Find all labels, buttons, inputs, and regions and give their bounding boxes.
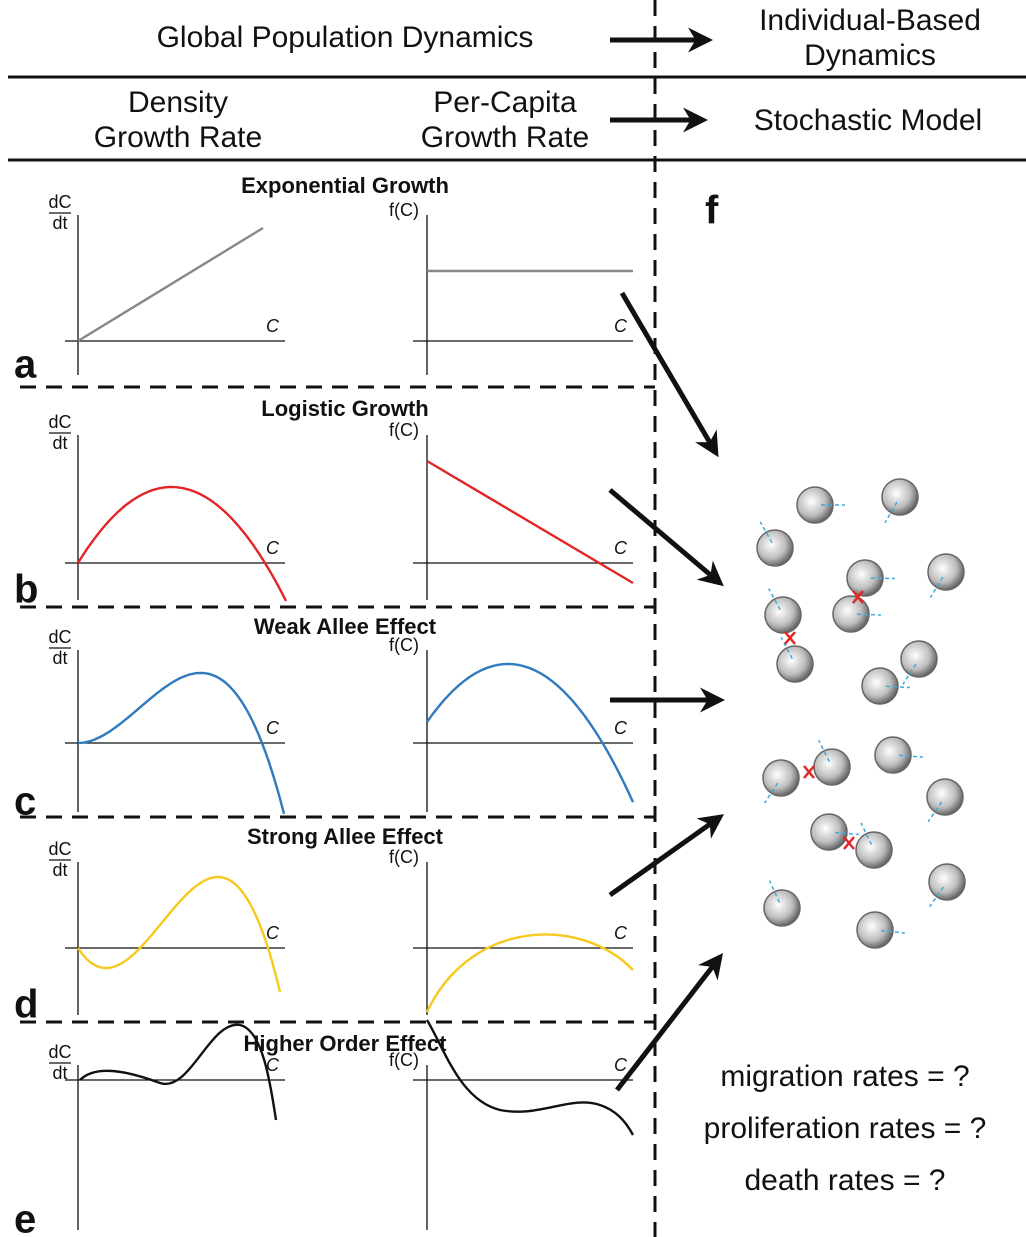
cell xyxy=(796,486,834,524)
death-mark xyxy=(803,765,815,779)
subheader: Density xyxy=(128,86,228,119)
subheader: Growth Rate xyxy=(421,121,589,154)
subheader: Per-Capita xyxy=(433,86,577,119)
y-axis-label: dC xyxy=(48,412,71,432)
header-left: Global Population Dynamics xyxy=(157,21,534,54)
panel-letter: b xyxy=(14,568,38,612)
motion-arrow xyxy=(927,801,943,823)
cell xyxy=(928,863,966,901)
death-mark xyxy=(852,590,864,604)
cell xyxy=(846,559,884,597)
panel-title: Weak Allee Effect xyxy=(254,614,437,639)
y-axis-label: dC xyxy=(48,1042,71,1062)
density-curve xyxy=(77,671,286,815)
cell xyxy=(832,595,870,633)
y-axis-label: f(C) xyxy=(389,200,419,220)
density-curve xyxy=(79,1023,278,1121)
death-mark xyxy=(784,631,796,645)
motion-arrow xyxy=(902,663,917,685)
cell xyxy=(900,640,938,678)
y-axis-label: dC xyxy=(48,627,71,647)
cell xyxy=(855,831,893,869)
arrow xyxy=(619,291,719,458)
panel-title: Higher Order Effect xyxy=(244,1031,448,1056)
cell xyxy=(856,911,894,949)
motion-arrow xyxy=(759,521,773,544)
motion-arrow xyxy=(780,637,793,660)
cell xyxy=(762,759,800,797)
x-axis-label: C xyxy=(614,718,628,738)
panel-title: Exponential Growth xyxy=(241,173,449,198)
motion-arrow xyxy=(884,501,898,524)
cell xyxy=(763,889,801,927)
cell xyxy=(861,667,899,705)
cell xyxy=(813,748,851,786)
y-axis-label: dt xyxy=(52,648,67,668)
x-axis-label: C xyxy=(266,316,280,336)
motion-arrow xyxy=(929,886,945,907)
arrow xyxy=(608,488,724,587)
cell xyxy=(776,645,814,683)
motion-arrow xyxy=(856,613,882,616)
question: proliferation rates = ? xyxy=(704,1112,987,1145)
density-curve xyxy=(77,875,282,993)
y-axis-label: dt xyxy=(52,860,67,880)
panel-letter: e xyxy=(14,1198,36,1237)
x-axis-label: C xyxy=(614,538,628,558)
death-mark xyxy=(843,836,855,850)
cell xyxy=(926,778,964,816)
motion-arrow xyxy=(763,782,779,804)
question: death rates = ? xyxy=(745,1164,946,1197)
cell xyxy=(927,553,965,591)
panel-title: Strong Allee Effect xyxy=(247,824,444,849)
x-axis-label: C xyxy=(266,538,280,558)
cell xyxy=(874,736,912,774)
motion-arrow xyxy=(768,880,781,903)
subheader: Growth Rate xyxy=(94,121,262,154)
panel-letter: c xyxy=(14,780,36,824)
question: migration rates = ? xyxy=(720,1060,969,1093)
motion-arrow xyxy=(929,576,944,599)
arrow xyxy=(615,953,724,1092)
cell xyxy=(881,478,919,516)
motion-arrow xyxy=(817,739,830,762)
y-axis-label: dt xyxy=(52,433,67,453)
arrow xyxy=(608,814,725,898)
per-capita-curve xyxy=(425,1019,635,1136)
subheader: Stochastic Model xyxy=(754,104,982,137)
x-axis-label: C xyxy=(614,923,628,943)
density-curve xyxy=(77,226,264,343)
motion-arrow xyxy=(834,831,859,836)
y-axis-label: f(C) xyxy=(389,1050,419,1070)
y-axis-label: dC xyxy=(48,192,71,212)
cell xyxy=(810,813,848,851)
x-axis-label: C xyxy=(266,1055,280,1075)
cell xyxy=(756,529,794,567)
y-axis-label: dt xyxy=(52,1063,67,1083)
header-right: Individual-Based xyxy=(759,4,981,37)
density-curve xyxy=(76,485,288,602)
x-axis-label: C xyxy=(614,316,628,336)
panel-title: Logistic Growth xyxy=(261,396,428,421)
y-axis-label: f(C) xyxy=(389,420,419,440)
header-right: Dynamics xyxy=(804,39,936,72)
y-axis-label: f(C) xyxy=(389,847,419,867)
per-capita-curve xyxy=(426,459,634,585)
x-axis-label: C xyxy=(266,923,280,943)
x-axis-label: C xyxy=(266,718,280,738)
panel-letter: a xyxy=(14,343,37,387)
cell xyxy=(764,596,802,634)
panel-letter: d xyxy=(14,983,38,1027)
y-axis-label: dC xyxy=(48,839,71,859)
x-axis-label: C xyxy=(614,1055,628,1075)
motion-arrow xyxy=(860,822,873,845)
panel-letter: f xyxy=(705,189,719,233)
per-capita-curve xyxy=(426,662,635,803)
cells xyxy=(756,478,966,949)
motion-arrow xyxy=(768,588,781,611)
y-axis-label: f(C) xyxy=(389,635,419,655)
per-capita-curve xyxy=(425,933,634,1013)
y-axis-label: dt xyxy=(52,213,67,233)
